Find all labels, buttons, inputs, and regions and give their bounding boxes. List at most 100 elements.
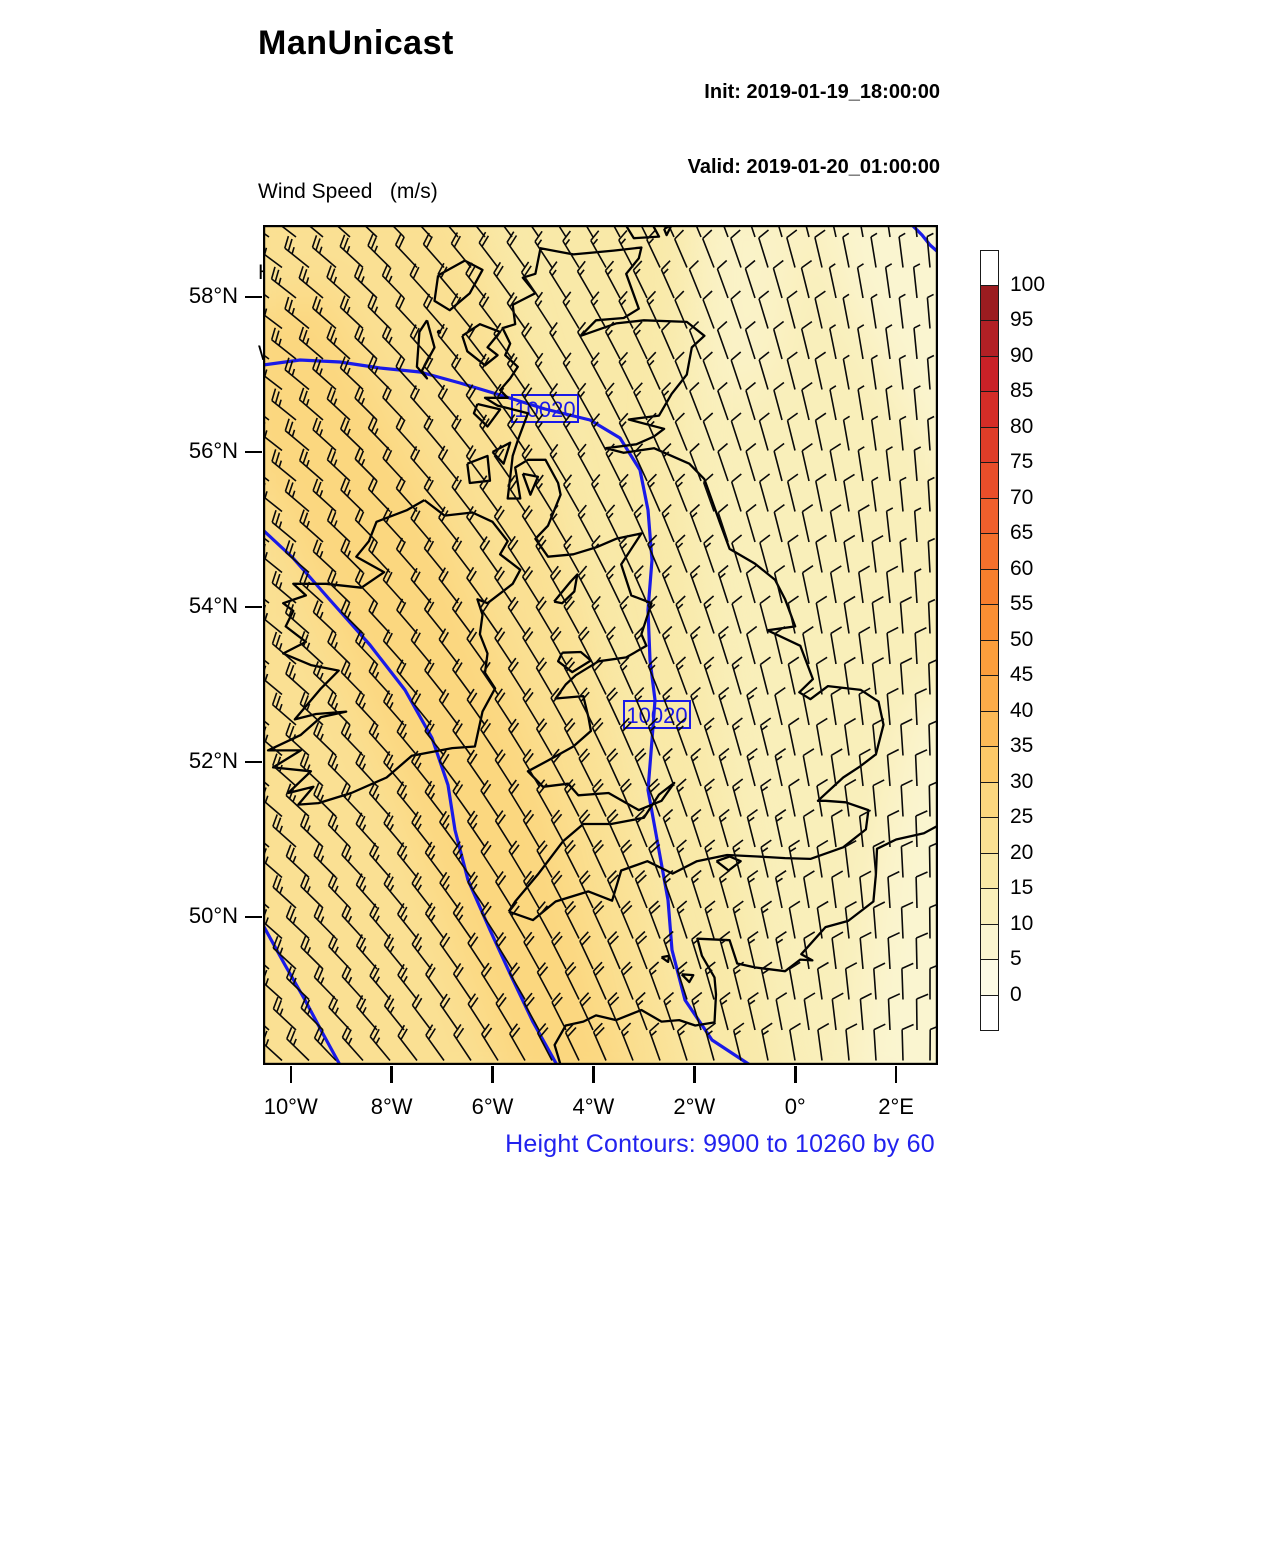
wind-barb [522,627,540,665]
wind-barb [761,1022,773,1061]
wind-barb [774,625,786,665]
wind-barb [285,966,310,1001]
wind-barb [803,870,815,909]
wind-barb [774,870,787,909]
wind-barb [340,599,364,635]
coastline-path [553,573,579,605]
wind-barb [529,225,540,238]
wind-barb [801,504,814,543]
lat-tick-label: 56°N [188,438,238,464]
wind-barb [732,961,745,1000]
wind-barb [842,415,851,451]
wind-barb [340,721,364,757]
wind-barb [873,1023,886,1061]
lon-tick-mark [289,1066,293,1083]
wind-barb [900,901,914,939]
wind-barb [299,691,324,726]
wind-barb [688,260,702,299]
wind-barb [915,993,929,1031]
wind-barb [815,595,828,634]
wind-barb [843,534,856,573]
wind-barb [479,414,499,451]
wind-barb [508,840,526,878]
wind-barb [759,595,771,634]
wind-barb [591,534,607,573]
wind-barb [577,565,594,604]
wind-barb [718,686,730,726]
wind-barb [355,934,378,970]
wind-barb [284,235,310,269]
wind-barb [676,961,688,1000]
wind-barb [410,446,432,482]
wind-barb [263,726,283,757]
colorbar-tick-label: 50 [1010,627,1034,651]
wind-barb [397,963,418,1000]
wind-barb [423,537,445,574]
wind-barb [299,509,324,543]
wind-barb [886,687,899,726]
wind-barb [605,504,621,543]
wind-barb [494,749,513,787]
wind-barb [271,510,297,543]
wind-barb [465,445,486,482]
wind-barb [745,381,757,421]
wind-barb [816,961,829,1000]
wind-barb [272,996,297,1031]
coastline-path [466,454,492,485]
lon-tick-label: 8°W [370,1094,413,1119]
wind-barb [521,566,540,604]
wind-barb [647,778,661,817]
wind-barb [745,503,757,543]
wind-barb [354,325,378,360]
wind-barb [703,778,715,817]
wind-barb [396,598,418,635]
wind-barb [592,961,607,1000]
wind-barb [731,595,743,634]
wind-barb [787,534,799,573]
wind-barb [674,290,688,329]
wind-barb [451,597,472,634]
colorbar-tick-label: 20 [1010,840,1034,864]
wind-barb [508,962,526,1000]
wind-barb [786,229,798,268]
wind-barb [915,810,928,848]
wind-barb [675,778,688,817]
wind-barb [494,688,513,726]
wind-barb [340,538,364,574]
wind-barb [634,687,648,726]
wind-barb [857,446,865,482]
wind-barb [592,1022,607,1061]
coastline-path [415,319,436,380]
wind-barb [914,688,928,726]
wind-barb [263,966,283,1001]
colorbar-cell [980,250,999,286]
wind-barb [674,351,688,390]
wind-barb [730,229,742,268]
wind-barb [383,751,405,787]
wind-barb [507,474,526,512]
wind-barb [900,779,913,817]
colorbar [980,250,999,1031]
wind-barb [731,717,743,756]
wind-barb [913,446,922,482]
wind-barb [480,779,499,817]
wind-barb [422,293,445,330]
wind-barb [774,686,786,726]
wind-barb [802,687,815,726]
wind-barb [829,443,842,482]
wind-barb [368,781,391,818]
wind-barb [619,778,634,817]
wind-barb [312,661,337,696]
wind-barb [263,422,283,452]
wind-barb [604,260,621,299]
wind-barb [829,504,842,543]
wind-barb [747,930,759,970]
wind-barb [381,324,405,360]
colorbar-tick-label: 60 [1010,556,1034,580]
wind-barb [803,931,816,970]
wind-barb [660,321,675,360]
wind-barb [605,565,621,604]
wind-barb [788,900,801,939]
wind-barb [746,869,759,909]
wind-barb [901,962,914,1000]
